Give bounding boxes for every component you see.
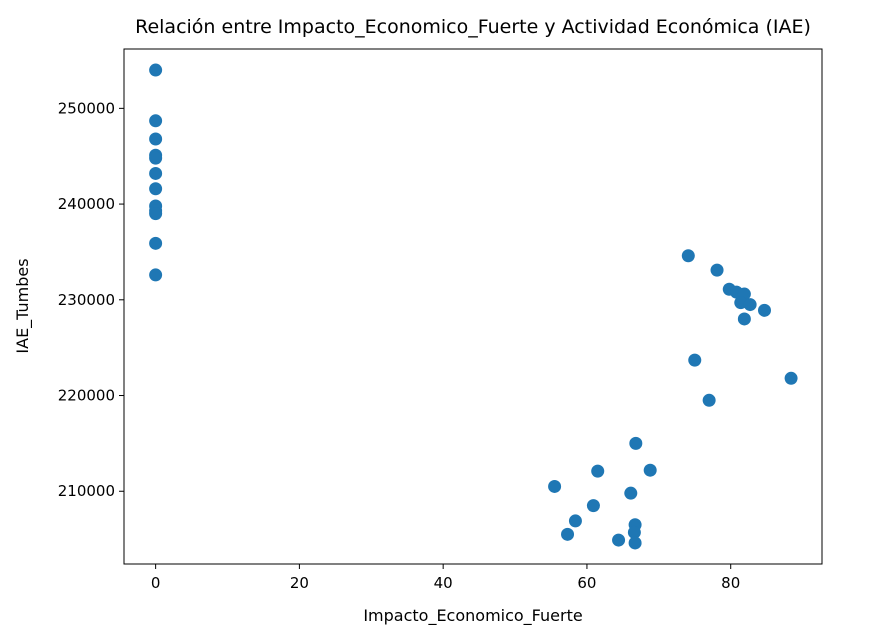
y-tick-label: 230000	[58, 291, 115, 309]
data-point	[624, 486, 638, 500]
x-tick-label: 80	[721, 574, 740, 592]
data-point	[702, 393, 716, 407]
x-tick-label: 20	[290, 574, 309, 592]
data-point	[612, 533, 626, 547]
data-point	[628, 536, 642, 550]
data-points	[149, 63, 798, 550]
data-point	[149, 166, 163, 180]
data-point	[743, 298, 757, 312]
data-point	[149, 63, 163, 77]
data-point	[629, 436, 643, 450]
data-point	[681, 249, 695, 263]
x-tick-label: 0	[151, 574, 161, 592]
data-point	[627, 525, 641, 539]
data-point	[149, 182, 163, 196]
y-tick-label: 250000	[58, 99, 115, 117]
x-tick-label: 60	[577, 574, 596, 592]
data-point	[591, 464, 605, 478]
axis-ticks: 0 20 40 60 80 210000 220000 230000 240000 250000	[58, 99, 741, 592]
data-point	[586, 499, 600, 513]
data-point	[149, 236, 163, 250]
data-point	[548, 479, 562, 493]
data-point	[149, 132, 163, 146]
data-point	[149, 151, 163, 165]
data-point	[688, 353, 702, 367]
x-axis-label: Impacto_Economico_Fuerte	[363, 606, 582, 626]
data-point	[561, 527, 575, 541]
data-point	[643, 463, 657, 477]
data-point	[737, 312, 751, 326]
data-point	[149, 268, 163, 282]
y-tick-label: 210000	[58, 482, 115, 500]
x-tick-label: 40	[434, 574, 453, 592]
y-tick-label: 240000	[58, 195, 115, 213]
data-point	[757, 303, 771, 317]
data-point	[784, 371, 798, 385]
data-point	[149, 207, 163, 221]
chart-title: Relación entre Impacto_Economico_Fuerte …	[135, 16, 811, 38]
data-point	[568, 514, 582, 528]
plot-frame	[123, 48, 823, 565]
y-axis-label: IAE_Tumbes	[13, 258, 33, 353]
data-point	[710, 263, 724, 277]
data-point	[149, 114, 163, 128]
y-tick-label: 220000	[58, 387, 115, 405]
